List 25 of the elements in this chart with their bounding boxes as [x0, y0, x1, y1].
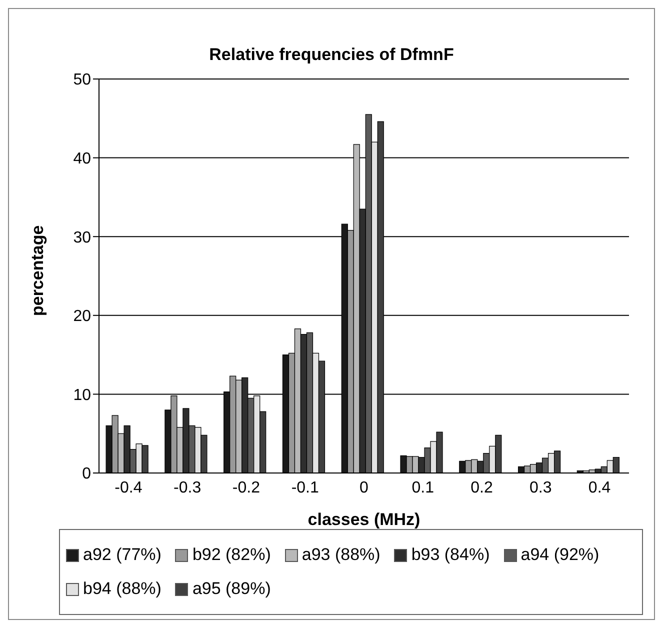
x-tick-label: -0.1 — [291, 479, 319, 496]
y-tick-label: 20 — [73, 308, 92, 326]
y-tick-label: 50 — [73, 72, 92, 89]
y-tick-label: 0 — [82, 466, 92, 483]
y-tick-label: 10 — [73, 386, 92, 404]
legend-label: b94 (88%) — [83, 578, 162, 600]
x-tick-label: 0.3 — [530, 479, 552, 496]
legend-label: a94 (92%) — [520, 544, 600, 566]
legend-label: b92 (82%) — [192, 544, 271, 566]
x-tick-label: 0.1 — [412, 479, 434, 496]
x-axis-title: classes (MHz) — [308, 510, 420, 529]
x-tick-label: 0.4 — [588, 479, 611, 496]
x-tick-label: -0.4 — [114, 479, 142, 496]
legend-label: b93 (84%) — [411, 544, 490, 566]
x-tick-label: -0.3 — [174, 479, 202, 496]
x-tick-label: 0 — [360, 479, 369, 496]
y-tick-label: 40 — [73, 150, 92, 168]
x-tick-label: -0.2 — [232, 479, 260, 496]
y-tick-label: 30 — [73, 229, 92, 246]
x-tick-label: 0.2 — [470, 479, 493, 496]
y-axis-title: percentage — [28, 225, 48, 316]
legend-label: a92 (77%) — [83, 544, 162, 566]
chart-title: Relative frequencies of DfmnF — [208, 45, 455, 65]
legend-label: a95 (89%) — [192, 578, 271, 600]
legend-label: a93 (88%) — [302, 544, 380, 566]
